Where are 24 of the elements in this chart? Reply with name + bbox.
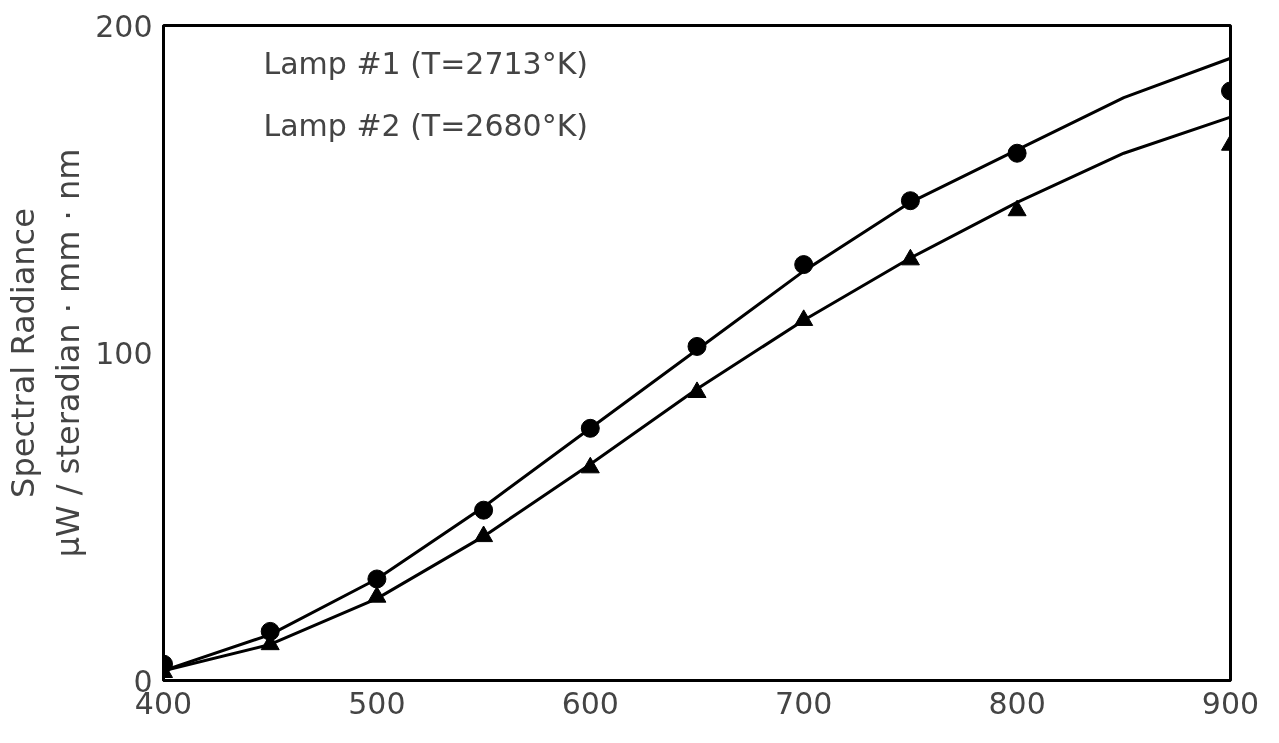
point [367,586,387,603]
y-axis-title: Spectral Radiance μW / steradian · mm · nm [3,148,88,558]
point [900,191,920,211]
x-tick-label: 700 [775,685,833,721]
annotation: Lamp #2 (T=2680°K) [263,107,589,143]
x-tick-label: 800 [988,685,1046,721]
point [794,309,814,326]
point [1007,199,1027,217]
point [900,248,920,266]
y-tick-label: 200 [95,8,153,44]
annotation: Lamp #1 (T=2713°K) [263,45,589,81]
point [367,569,387,589]
point [1007,143,1027,163]
y-tick-label: 100 [95,336,153,371]
point [687,381,707,398]
x-tick-label: 600 [561,685,619,721]
point [580,456,600,474]
point [474,525,494,543]
x-tick-label: 900 [1201,685,1260,721]
point [794,255,814,275]
x-tick-label: 500 [348,685,406,721]
point [474,500,494,520]
point [687,336,707,356]
point [580,418,600,438]
